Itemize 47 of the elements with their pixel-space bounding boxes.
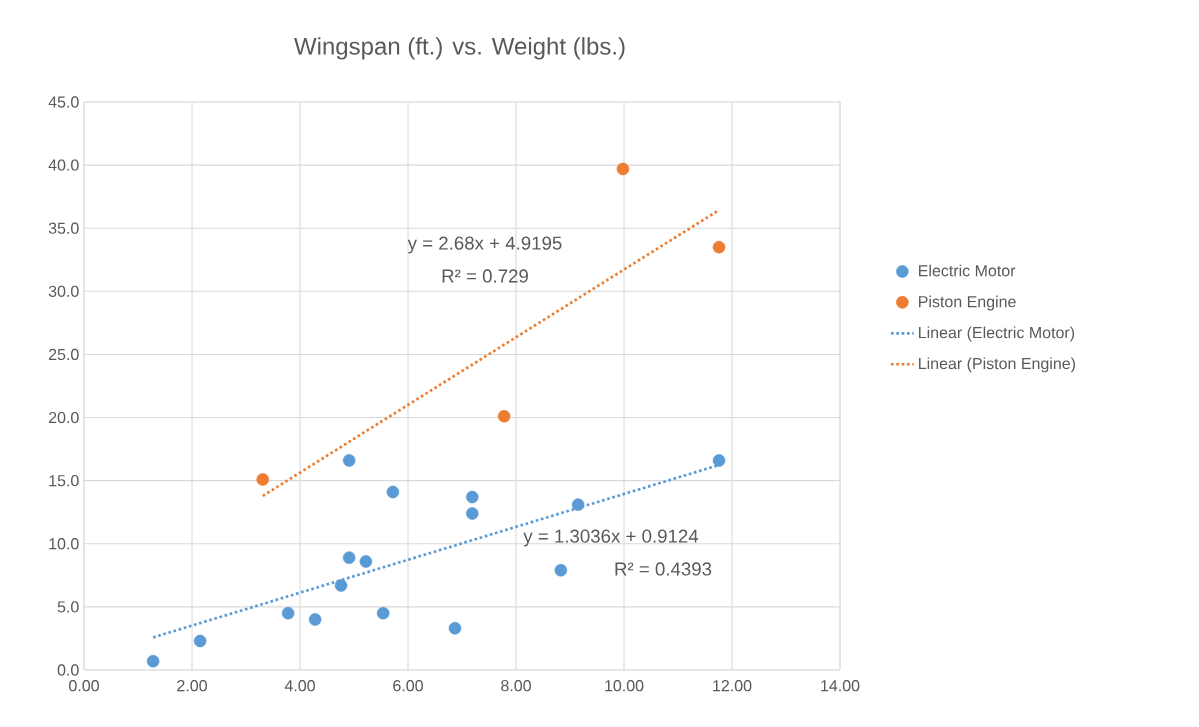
x-tick-label: 0.00 — [69, 680, 99, 692]
point — [616, 162, 630, 176]
x-tick-label: 8.00 — [501, 680, 531, 692]
legend-label: Linear (Piston Engine) — [919, 357, 1075, 373]
point — [342, 551, 356, 564]
x-tick-label: 14.00 — [821, 680, 860, 692]
point — [712, 240, 726, 254]
x-tick-label: 2.00 — [177, 680, 207, 692]
y-tick-label: 20.0 — [48, 411, 79, 424]
point — [281, 606, 295, 620]
y-tick-label: 0.0 — [57, 664, 79, 676]
y-tick-label: 40.0 — [48, 159, 79, 171]
y-tick-label: 45.0 — [48, 96, 79, 108]
point — [466, 507, 479, 520]
point — [256, 473, 270, 486]
y-tick-label: 35.0 — [48, 222, 79, 234]
y-tick-label: 10.0 — [49, 538, 79, 550]
point — [712, 454, 726, 467]
legend-label: Piston Engine — [919, 295, 1016, 311]
annotation: y = 2.68x + 4.9195 — [407, 236, 562, 254]
point — [554, 564, 568, 577]
annotation: R² = 0.4393 — [615, 562, 712, 576]
y-tick-label: 30.0 — [48, 285, 79, 297]
point — [146, 654, 160, 668]
legend-label: Linear (Electric Motor) — [919, 326, 1075, 342]
point — [308, 613, 322, 626]
x-tick-label: 10.00 — [605, 680, 644, 692]
point — [359, 555, 373, 568]
y-tick-label: 15.0 — [49, 475, 79, 487]
y-tick-label: 25.0 — [48, 348, 79, 361]
legend-label: Electric Motor — [919, 264, 1016, 277]
point — [342, 454, 356, 467]
annotation: y = 1.3036x + 0.9124 — [523, 529, 699, 547]
point — [386, 485, 400, 499]
point — [376, 606, 390, 620]
point — [193, 634, 207, 648]
annotation: R² = 0.729 — [442, 269, 528, 283]
point — [466, 490, 479, 504]
chart-title: Wingspan (ft.) vs. Weight (lbs.) — [294, 37, 625, 60]
point — [571, 498, 585, 511]
point — [448, 622, 462, 635]
x-tick-label: 6.00 — [393, 680, 423, 692]
y-tick-label: 5.0 — [57, 601, 79, 613]
x-tick-label: 12.00 — [713, 680, 752, 692]
point — [334, 579, 348, 592]
x-tick-label: 4.00 — [284, 680, 315, 692]
point — [497, 410, 511, 423]
